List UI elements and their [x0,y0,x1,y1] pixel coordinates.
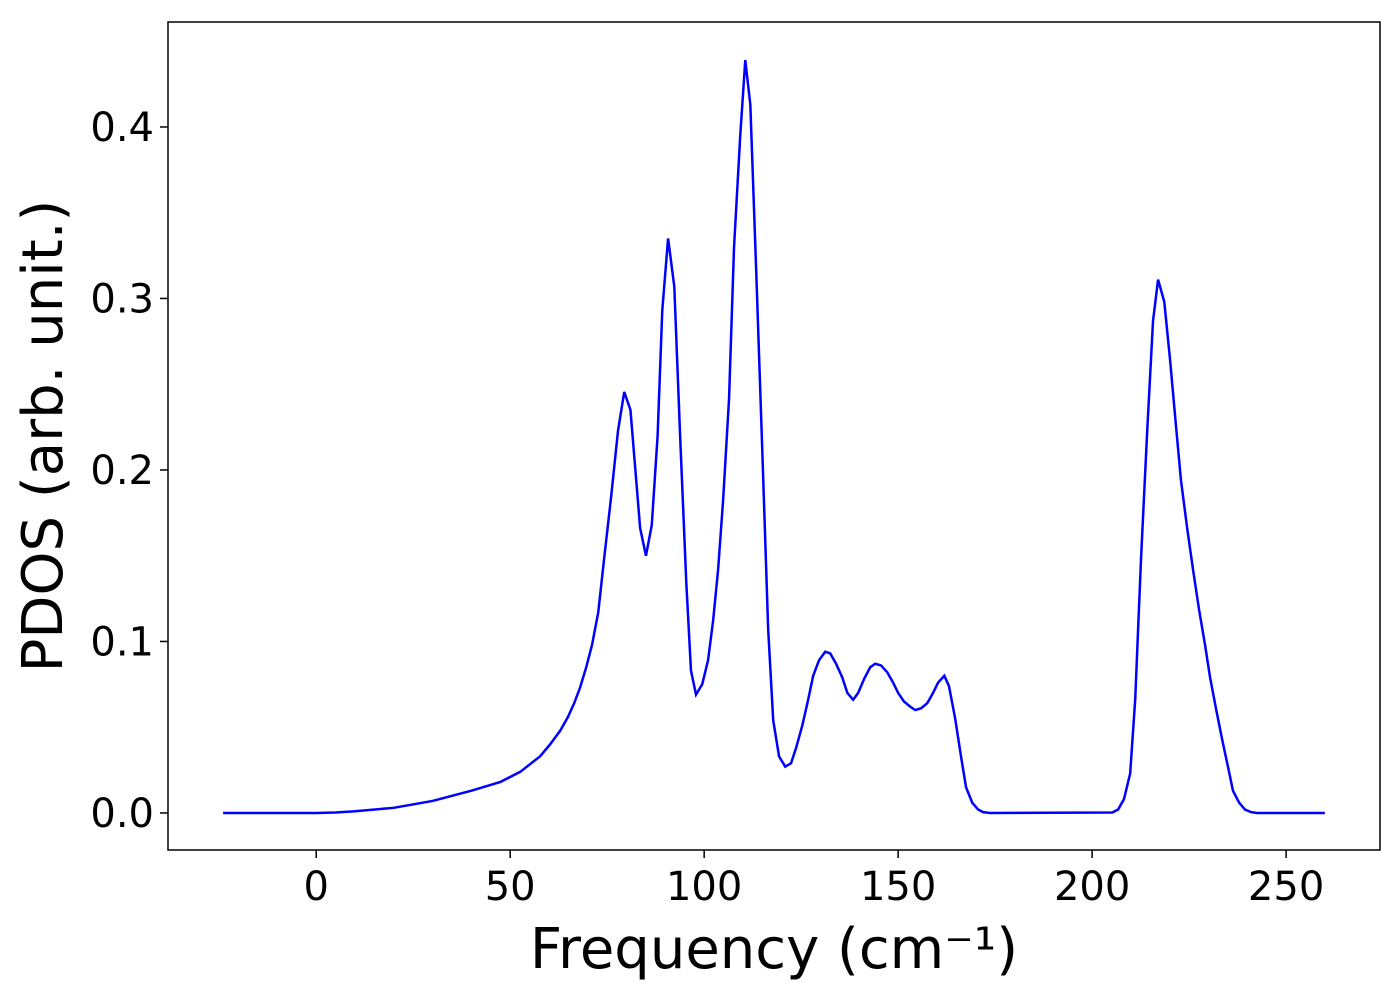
x-tick-label: 0 [303,864,328,910]
y-tick-label: 0.2 [90,448,154,494]
x-tick-label: 100 [666,864,742,910]
y-tick-label: 0.1 [90,619,154,665]
x-tick-label: 50 [485,864,536,910]
y-tick-label: 0.0 [90,791,154,837]
y-tick-label: 0.4 [90,105,154,151]
y-tick-label: 0.3 [90,276,154,322]
x-tick-label: 250 [1248,864,1324,910]
line [223,59,1325,815]
y-axis-label: PDOS (arb. unit.) [11,200,76,673]
x-tick-label: 150 [860,864,936,910]
x-tick-label: 200 [1054,864,1130,910]
x-axis-label: Frequency (cm⁻¹) [530,917,1018,982]
plot-frame [167,21,1381,851]
